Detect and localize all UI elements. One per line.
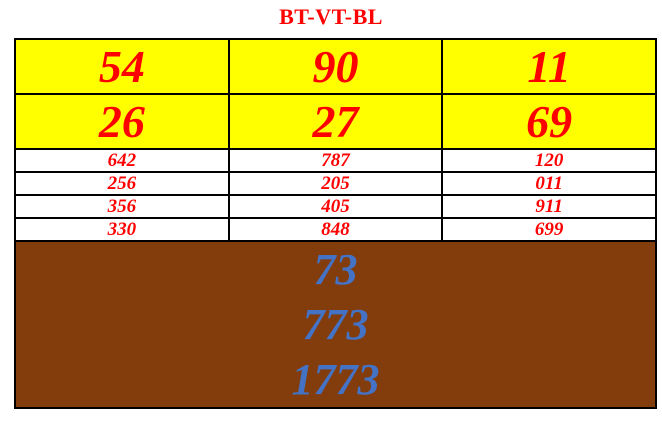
footer-cell: 73 773 1773 (14, 240, 657, 409)
table-row-small: 330 848 699 (14, 217, 657, 242)
small-number-cell: 848 (227, 217, 444, 242)
big-number-cell: 54 (14, 38, 230, 95)
small-number-cell: 699 (441, 217, 657, 242)
big-number-cell: 11 (441, 38, 657, 95)
footer-number: 1773 (291, 355, 380, 404)
big-number-cell: 90 (227, 38, 444, 95)
small-number-cell: 911 (441, 194, 657, 219)
big-number-cell: 26 (14, 93, 230, 150)
small-number-cell: 405 (227, 194, 444, 219)
small-number-cell: 120 (441, 148, 657, 173)
small-number-cell: 642 (14, 148, 230, 173)
table-row-small: 256 205 011 (14, 171, 657, 196)
page-title: BT-VT-BL (279, 4, 383, 29)
table-row-small: 356 405 911 (14, 194, 657, 219)
footer-number: 773 (302, 300, 369, 349)
big-number-cell: 69 (441, 93, 657, 150)
table-row-small: 642 787 120 (14, 148, 657, 173)
footer-number: 73 (313, 245, 358, 294)
small-number-cell: 205 (227, 171, 444, 196)
small-number-cell: 787 (227, 148, 444, 173)
big-number-cell: 27 (227, 93, 444, 150)
small-number-cell: 356 (14, 194, 230, 219)
table-row-footer: 73 773 1773 (14, 240, 657, 409)
numbers-table: 54 90 11 26 27 69 642 787 120 256 205 01… (14, 38, 657, 409)
table-row-big: 54 90 11 (14, 38, 657, 95)
small-number-cell: 256 (14, 171, 230, 196)
table-row-big: 26 27 69 (14, 93, 657, 150)
small-number-cell: 330 (14, 217, 230, 242)
small-number-cell: 011 (441, 171, 657, 196)
